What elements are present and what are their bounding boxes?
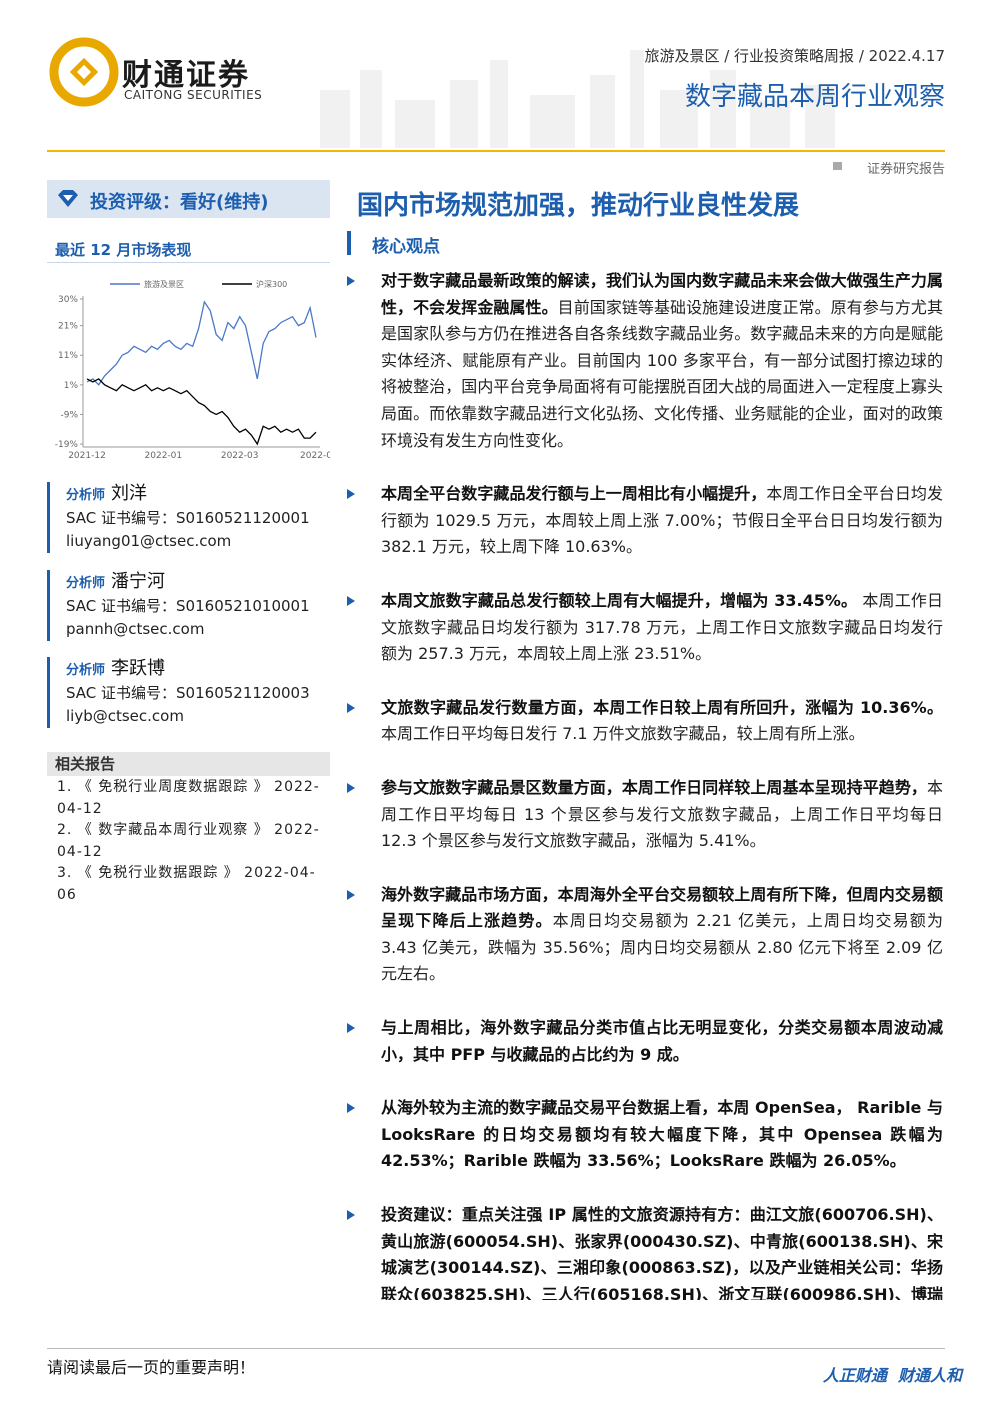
document-title: 数字藏品本周行业观察 (684, 82, 945, 112)
bullet-icon (347, 489, 355, 500)
breadcrumb: 旅游及景区 / 行业投资策略周报 / 2022.4.17 (644, 47, 945, 65)
bullet-text: 本周工作日平均每日发行 7.1 万件文旅数字藏品，较上周有所上涨。 (381, 724, 865, 744)
analyst-sac: SAC 证书编号：S0160521010001 (66, 597, 310, 615)
bullet-icon (347, 889, 355, 900)
y-tick-label: 21% (58, 322, 78, 332)
skyline (320, 50, 835, 148)
bullet: 本周文旅数字藏品总发行额较上周有大幅提升，增幅为 33.45%。 本周工作日文旅… (347, 588, 943, 668)
y-tick-label: -9% (60, 410, 78, 420)
logo-icon (49, 37, 119, 107)
section-header (47, 752, 330, 776)
bullet: 投资建议：重点关注强 IP 属性的文旅资源持有方：曲江文旅(600706.SH)… (347, 1202, 943, 1335)
footer-notice: 请阅读最后一页的重要声明！ (47, 1358, 256, 1377)
bullet: 本周全平台数字藏品发行额与上一周相比有小幅提升，本周工作日全平台日均发行额为 1… (347, 481, 943, 561)
series-line (86, 378, 317, 446)
bullet-lead: 参与文旅数字藏品景区数量方面，本周工作日同样较上周基本呈现持平趋势， (381, 777, 927, 797)
analyst-name: 刘洋 (111, 483, 148, 504)
footer-slogan: 人正财通 财通人和 (822, 1366, 962, 1385)
bullet-text: 本周工作日全平台日均发行额为 1029.5 万元，本周较上周上涨 7.00%；节… (381, 484, 943, 557)
related-item: 2. 《 数字藏品本周行业观察 》 2022-04-12 (57, 822, 320, 860)
bullet-text: 本周工作日文旅数字藏品日均发行额为 317.78 万元，上周工作日文旅数字藏品日… (381, 590, 943, 664)
bullet-icon (347, 595, 355, 606)
rating-icon (58, 190, 78, 207)
bullet-lead: 投资建议：重点关注强 IP 属性的文旅资源持有方：曲江文旅(600706.SH)… (381, 1205, 943, 1330)
bullet-icon (347, 782, 355, 793)
bullet: 文旅数字藏品发行数量方面，本周工作日较上周有所回升，涨幅为 10.36%。本周工… (347, 695, 943, 748)
related-item: 3. 《 免税行业数据跟踪 》 2022-04-06 (57, 865, 316, 903)
legend-label: 沪深300 (256, 279, 287, 289)
bullet-text: 本周日均交易额为 2.21 亿美元，上周日均交易额为 3.43 亿美元，跌幅为 … (381, 911, 943, 984)
bullet-list: 对于数字藏品最新政策的解读，我们认为国内数字藏品未来会做大做强生产力属性，不会发… (347, 268, 943, 1362)
analyst-sac: SAC 证书编号：S0160521120001 (66, 509, 310, 527)
chart-title: 最近 12 月市场表现 (55, 241, 192, 259)
bullet-icon (347, 702, 355, 713)
analyst-header: 分析师 潘宁河 (66, 570, 351, 595)
analyst-name: 潘宁河 (111, 571, 166, 592)
analyst-email: pannh@ctsec.com (66, 620, 205, 638)
bullet-lead: 从海外较为主流的数字藏品交易平台数据上看，本周 OpenSea， Rarible… (381, 1098, 943, 1171)
headline: 国内市场规范加强，推动行业良性发展 (357, 191, 800, 221)
y-tick-label: 11% (58, 351, 78, 361)
bullet-lead: 海外数字藏品市场方面，本周海外全平台交易额较上周有所下降，但周内交易额呈现下降后… (381, 884, 943, 931)
y-tick-label: -19% (55, 440, 79, 450)
chart: 30% 21% 11% 1% -9% -19%2021-12 2022-01 2022-03 2… (55, 279, 330, 461)
icon (833, 162, 842, 170)
bullet: 从海外较为主流的数字藏品交易平台数据上看，本周 OpenSea， Rarible… (347, 1095, 943, 1175)
y-tick-label: 30% (58, 295, 78, 305)
logo-subtext: CAITONG SECURITIES (124, 88, 263, 102)
section-bar (347, 231, 351, 255)
rating-box (47, 180, 330, 218)
report-type: 证券研究报告 (866, 162, 945, 177)
page-margin (0, 1300, 992, 1347)
bullet: 参与文旅数字藏品景区数量方面，本周工作日同样较上周基本呈现持平趋势，本周工作日平… (347, 775, 943, 855)
analyst: 分析师 李跃博 SAC 证书编号：S0160521120003 liyb@ctsec.… (47, 657, 351, 728)
analyst-email: liyb@ctsec.com (66, 707, 184, 725)
legend-label: 旅游及景区 (144, 279, 184, 289)
bullet: 对于数字藏品最新政策的解读，我们认为国内数字藏品未来会做大做强生产力属性，不会发… (347, 268, 943, 454)
analyst-email: liuyang01@ctsec.com (66, 532, 232, 550)
x-tick-label: 2022-0 (300, 451, 330, 461)
analyst-role: 分析师 (66, 488, 106, 503)
rating: 投资评级：看好(维持) (90, 192, 269, 213)
divider (47, 262, 330, 263)
bullet-lead: 与上周相比，海外数字藏品分类市值占比无明显变化，分类交易额本周波动减小，其中 P… (381, 1018, 943, 1064)
bullet-lead: 文旅数字藏品发行数量方面，本周工作日较上周有所回升，涨幅为 10.36%。 (381, 697, 943, 717)
bullet: 与上周相比，海外数字藏品分类市值占比无明显变化，分类交易额本周波动减小，其中 P… (347, 1015, 943, 1068)
y-tick-label: 1% (64, 381, 79, 391)
x-tick-label: 2022-03 (221, 451, 259, 461)
analyst-header: 分析师 李跃博 (66, 657, 351, 682)
divider (47, 150, 945, 152)
series-line (86, 300, 317, 386)
divider (47, 1348, 945, 1349)
bullet-icon (347, 1103, 355, 1114)
analyst: 分析师 刘洋 SAC 证书编号：S0160521120001 liuyang01@ct… (47, 482, 351, 553)
x-tick-label: 2022-01 (145, 451, 183, 461)
logo-text: 财通证券 (122, 58, 250, 93)
bullet-icon (347, 1023, 355, 1034)
related-item: 1. 《 免税行业周度数据跟踪 》 2022-04-12 (57, 779, 320, 817)
section-title: 核心观点 (372, 237, 440, 257)
bullet-lead: 本周文旅数字藏品总发行额较上周有大幅提升，增幅为 33.45%。 (381, 590, 858, 610)
bullet: 海外数字藏品市场方面，本周海外全平台交易额较上周有所下降，但周内交易额呈现下降后… (347, 882, 943, 988)
analyst-role: 分析师 (66, 663, 106, 678)
section-title: 相关报告 (55, 755, 116, 773)
analyst-role: 分析师 (66, 576, 106, 591)
bullet-text: 本周工作日平均每日 13 个景区参与发行文旅数字藏品，上周工作日平均每日 12.… (381, 777, 943, 851)
bullet-text: 目前国家链等基础设施建设进度正常。原有参与方尤其是国家队参与方仍在推进各自各条线… (381, 297, 943, 450)
bullet-lead: 本周全平台数字藏品发行额与上一周相比有小幅提升， (381, 484, 767, 504)
related-list: 1. 《 免税行业周度数据跟踪 》 2022-04-12 2. 《 数字藏品本周行… (57, 777, 322, 906)
x-tick-label: 2021-12 (68, 451, 106, 461)
analyst-sac: SAC 证书编号：S0160521120003 (66, 684, 310, 702)
bullet-lead: 对于数字藏品最新政策的解读，我们认为国内数字藏品未来会做大做强生产力属性，不会发… (381, 271, 943, 317)
analyst-header: 分析师 刘洋 (66, 482, 351, 507)
bullet-icon (347, 1210, 355, 1221)
bullet-icon (347, 276, 355, 286)
analyst: 分析师 潘宁河 SAC 证书编号：S0160521010001 pannh@ctsec… (47, 570, 351, 641)
analyst-name: 李跃博 (111, 658, 166, 679)
